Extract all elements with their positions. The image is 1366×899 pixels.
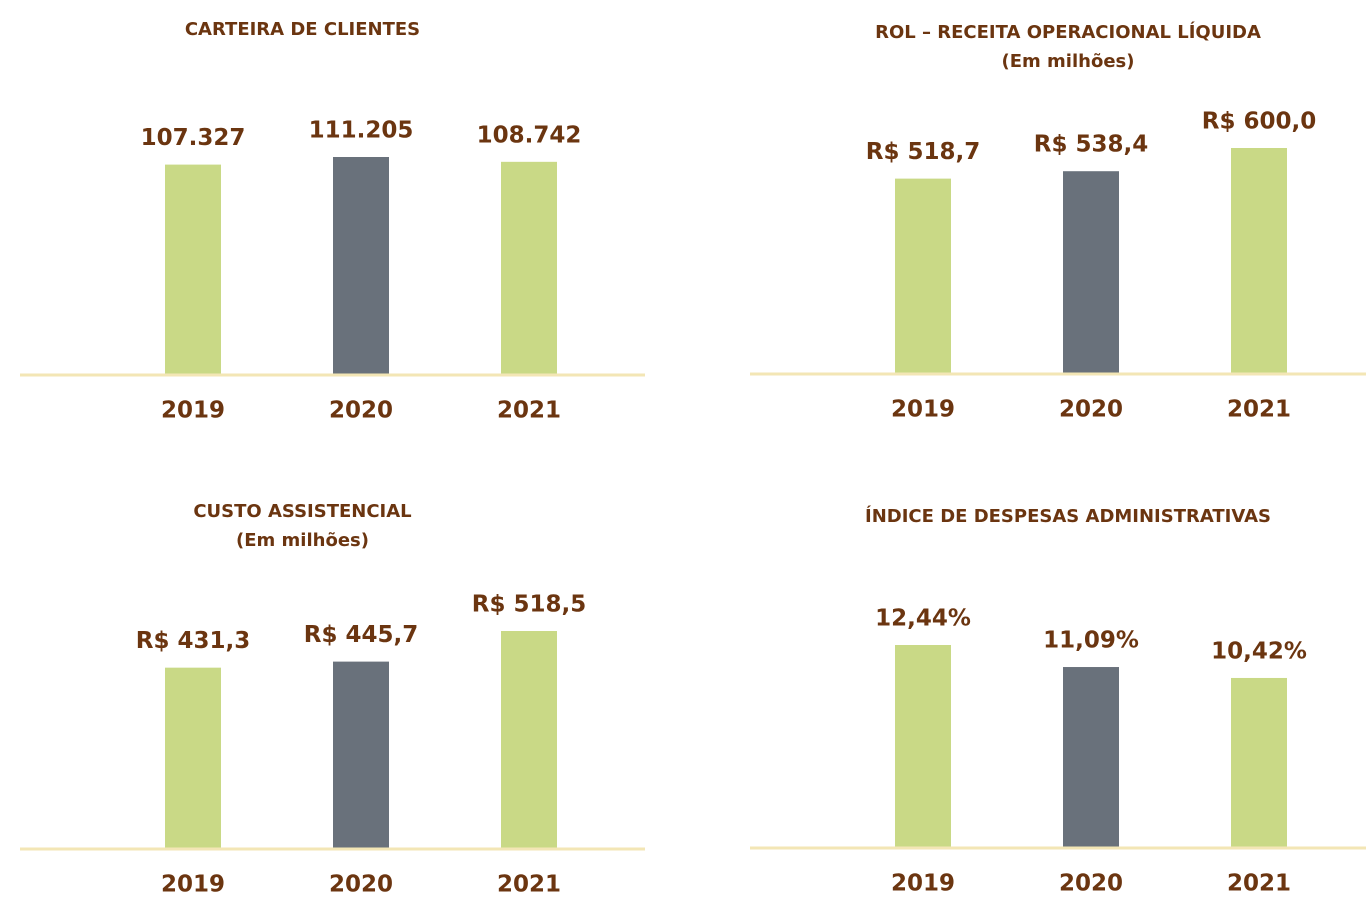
chart-title: CARTEIRA DE CLIENTES bbox=[185, 19, 420, 40]
bar bbox=[333, 661, 389, 849]
x-tick-label: 2019 bbox=[891, 871, 955, 897]
x-tick-label: 2019 bbox=[161, 872, 225, 898]
x-tick-label: 2021 bbox=[1227, 397, 1291, 423]
chart-title: ÍNDICE DE DESPESAS ADMINISTRATIVAS bbox=[865, 505, 1271, 527]
data-label: R$ 518,5 bbox=[472, 592, 586, 618]
data-label: 10,42% bbox=[1211, 638, 1307, 664]
data-label: R$ 518,7 bbox=[866, 139, 980, 165]
bar bbox=[501, 161, 557, 375]
bar bbox=[165, 164, 221, 375]
bar bbox=[1231, 677, 1287, 848]
bar bbox=[1231, 148, 1287, 374]
bar bbox=[1063, 171, 1119, 374]
data-label: 12,44% bbox=[875, 606, 971, 632]
bar bbox=[501, 631, 557, 849]
bar bbox=[895, 178, 951, 374]
bar bbox=[333, 157, 389, 375]
data-label: R$ 445,7 bbox=[304, 622, 418, 648]
x-tick-label: 2021 bbox=[497, 398, 561, 424]
x-tick-label: 2021 bbox=[1227, 871, 1291, 897]
x-tick-label: 2019 bbox=[891, 397, 955, 423]
data-label: 11,09% bbox=[1043, 628, 1139, 654]
x-tick-label: 2021 bbox=[497, 872, 561, 898]
x-tick-label: 2020 bbox=[1059, 871, 1123, 897]
bar bbox=[165, 667, 221, 849]
data-label: 107.327 bbox=[141, 125, 246, 151]
x-tick-label: 2020 bbox=[329, 398, 393, 424]
bar bbox=[1063, 667, 1119, 848]
data-label: R$ 538,4 bbox=[1034, 132, 1148, 158]
data-label: 108.742 bbox=[477, 122, 582, 148]
chart-subtitle: (Em milhões) bbox=[236, 530, 369, 551]
x-tick-label: 2019 bbox=[161, 398, 225, 424]
bar bbox=[895, 645, 951, 848]
data-label: 111.205 bbox=[309, 118, 414, 144]
x-tick-label: 2020 bbox=[329, 872, 393, 898]
x-tick-label: 2020 bbox=[1059, 397, 1123, 423]
data-label: R$ 600,0 bbox=[1202, 109, 1316, 135]
chart-title: ROL – RECEITA OPERACIONAL LÍQUIDA bbox=[875, 21, 1261, 43]
chart-subtitle: (Em milhões) bbox=[1002, 51, 1135, 72]
chart-title: CUSTO ASSISTENCIAL bbox=[193, 501, 411, 522]
data-label: R$ 431,3 bbox=[136, 628, 250, 654]
